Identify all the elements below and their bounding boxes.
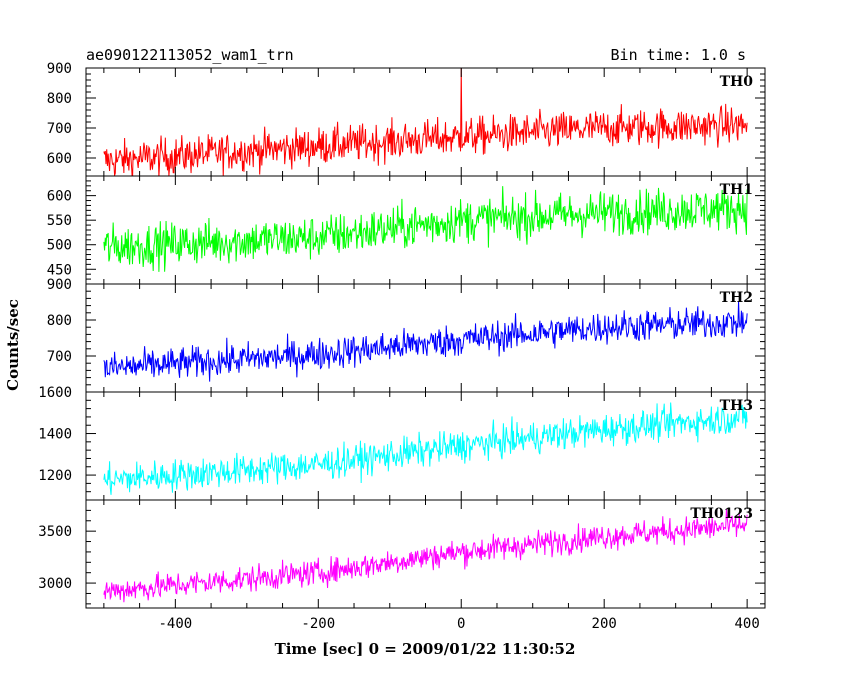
panel-th0: 600 700 800 900 TH0 (47, 61, 766, 177)
y-tick-label: 550 (47, 213, 72, 229)
panel-label-th1: TH1 (720, 182, 753, 198)
series-line-th2 (103, 301, 748, 382)
x-tick-label: 200 (592, 616, 617, 632)
y-tick-label: 1200 (38, 468, 72, 484)
panel-th1: 450 500 550 600 TH1 (47, 175, 766, 285)
y-tick-label: 1400 (38, 427, 72, 443)
y-tick-label: 900 (47, 277, 72, 293)
panel-label-th2: TH2 (720, 290, 753, 306)
y-tick-label: 900 (47, 61, 72, 77)
panel-th2: 700 800 900 TH2 (47, 277, 766, 393)
chart-title-right: Bin time: 1.0 s (611, 46, 746, 64)
y-tick-label: 700 (47, 349, 72, 365)
panel-label-th0123: TH0123 (690, 506, 753, 522)
series-line-th0 (103, 68, 748, 176)
x-tick-label: 0 (457, 616, 465, 632)
y-tick-label: 600 (47, 189, 72, 205)
panel-frame (85, 175, 766, 285)
y-tick-label: 700 (47, 121, 72, 137)
y-tick-label: 600 (47, 151, 72, 167)
x-axis: -400 -200 0 200 400 (158, 616, 759, 632)
series-line-th3 (103, 402, 748, 495)
y-tick-label: 500 (47, 238, 72, 254)
x-tick-label: 400 (734, 616, 759, 632)
y-tick-label: 800 (47, 313, 72, 329)
x-axis-label: Time [sec] 0 = 2009/01/22 11:30:52 (275, 640, 576, 658)
panels-group: 600 700 800 900 TH0 450 500 550 600 TH1 700 800 900 T… (38, 61, 766, 609)
panel-label-th3: TH3 (720, 398, 753, 414)
y-tick-label: 3500 (38, 524, 72, 540)
panel-th3: 1200 1400 1600 TH3 (38, 385, 766, 501)
panel-label-th0: TH0 (720, 74, 754, 90)
y-tick-label: 1600 (38, 385, 72, 401)
x-tick-label: -400 (158, 616, 192, 632)
panel-th0123: 3000 3500 TH0123 (38, 499, 766, 609)
series-line-th1 (103, 186, 748, 272)
x-tick-label: -200 (301, 616, 335, 632)
series-line-th0123 (103, 508, 748, 603)
y-axis-label: Counts/sec (4, 299, 22, 391)
y-tick-label: 3000 (38, 576, 72, 592)
y-tick-label: 450 (47, 262, 72, 278)
y-tick-label: 800 (47, 91, 72, 107)
chart-title-left: ae090122113052_wam1_trn (86, 46, 294, 64)
